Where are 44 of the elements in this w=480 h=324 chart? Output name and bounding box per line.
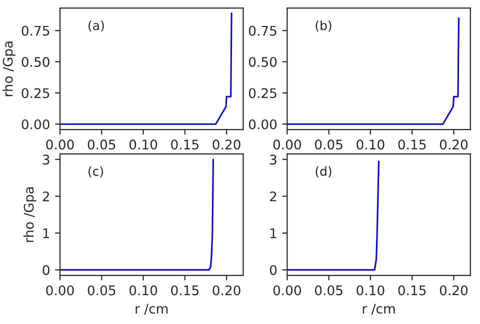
y-tick-label: 3 (42, 154, 50, 165)
x-axis-title: r /cm (136, 304, 168, 315)
y-tick-label: 1 (43, 228, 50, 238)
y-axis-title: rho /Gpa (2, 42, 16, 96)
y-tick-label: 0.50 (22, 56, 50, 67)
x-tick-label: 0.05 (88, 285, 116, 296)
x-tick-label: 0.10 (356, 140, 384, 150)
y-tick-label: 1 (270, 228, 276, 238)
line-series (287, 160, 380, 271)
y-tick-label: 0 (270, 265, 277, 276)
y-tick-label: 0.00 (22, 119, 50, 130)
line-series (287, 17, 460, 125)
x-tick-label: 0.15 (398, 285, 426, 296)
x-tick-label: 0.15 (171, 285, 198, 296)
y-tick-label: 0.75 (248, 26, 276, 36)
x-tick-label: 0.20 (440, 285, 468, 296)
x-tick-label: 0.10 (129, 285, 158, 296)
y-tick-label: 2 (42, 191, 49, 202)
annotation: (b) (316, 20, 332, 32)
y-axis-title: rho /Gpa (24, 187, 36, 242)
x-tick-label: 0.15 (171, 140, 198, 150)
y-tick-label: 2 (270, 191, 276, 202)
x-tick-label: 0.15 (398, 140, 426, 150)
x-tick-label: 0.10 (129, 140, 158, 150)
x-tick-label: 0.20 (440, 140, 468, 150)
x-tick-label: 0.05 (315, 285, 342, 296)
line-series (60, 12, 232, 125)
annotation: (a) (88, 20, 104, 32)
x-tick-label: 0.20 (212, 285, 240, 296)
y-tick-label: 0.25 (22, 88, 50, 98)
y-tick-label: 0.50 (248, 56, 277, 67)
x-tick-label: 0.05 (88, 140, 116, 150)
x-axis-title: r /cm (362, 304, 395, 315)
y-tick-label: 0 (42, 265, 50, 276)
x-tick-label: 0.20 (212, 140, 240, 150)
x-tick-label: 0.10 (356, 285, 384, 296)
line-series (60, 158, 214, 271)
x-tick-label: 0.05 (315, 140, 342, 150)
y-tick-label: 0.00 (248, 119, 277, 130)
y-tick-label: 0.25 (248, 88, 276, 98)
annotation: (c) (88, 166, 104, 178)
y-tick-label: 0.75 (22, 26, 50, 36)
annotation: (d) (316, 166, 332, 178)
y-tick-label: 3 (270, 154, 276, 165)
